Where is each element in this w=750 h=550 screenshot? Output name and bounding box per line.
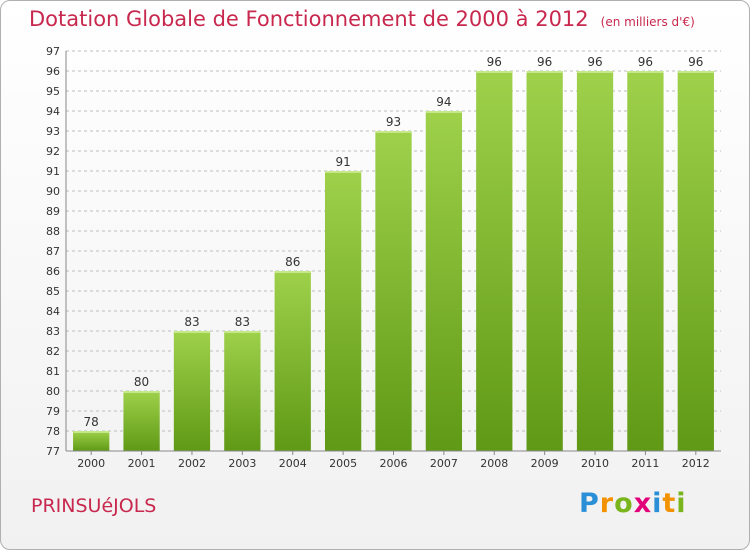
town-name: PRINSUéJOLS (31, 495, 157, 517)
data-label-2011: 96 (638, 55, 653, 69)
y-tick-label: 78 (46, 425, 60, 438)
bar-top-highlight (274, 271, 311, 273)
proxiti-logo: Proxiti (579, 488, 687, 519)
logo-letter: o (614, 488, 634, 519)
bar-2000 (73, 431, 110, 451)
bar-2011 (627, 71, 664, 451)
bar-2012 (677, 71, 714, 451)
logo-letter: i (652, 488, 663, 519)
logo-letter: r (599, 488, 615, 519)
bar-2010 (576, 71, 614, 451)
y-tick-label: 94 (46, 105, 60, 118)
logo-letter: i (676, 488, 687, 519)
bar-2002 (173, 331, 211, 451)
data-label-2001: 80 (134, 375, 149, 389)
bar-top-highlight (375, 131, 412, 133)
bar-2003 (224, 331, 261, 451)
data-label-2010: 96 (587, 55, 602, 69)
x-tick-label: 2011 (631, 457, 659, 470)
data-label-2003: 83 (235, 315, 250, 329)
y-tick-label: 82 (46, 345, 60, 358)
chart-title-text: Dotation Globale de Fonctionnement de 20… (29, 7, 589, 31)
y-tick-label: 97 (46, 45, 60, 58)
bar-top-highlight (425, 111, 463, 113)
y-tick-label: 91 (46, 165, 60, 178)
x-tick-label: 2012 (682, 457, 710, 470)
bar-2008 (476, 71, 513, 451)
y-tick-label: 92 (46, 145, 60, 158)
x-tick-label: 2008 (480, 457, 508, 470)
y-tick-label: 80 (46, 385, 60, 398)
x-tick-label: 2005 (329, 457, 357, 470)
y-tick-label: 83 (46, 325, 60, 338)
bar-2006 (375, 131, 412, 451)
y-tick-label: 95 (46, 85, 60, 98)
y-tick-label: 77 (46, 445, 60, 458)
x-tick-label: 2000 (77, 457, 105, 470)
bar-top-highlight (576, 71, 614, 73)
bar-top-highlight (526, 71, 563, 73)
data-label-2002: 83 (184, 315, 199, 329)
bar-top-highlight (627, 71, 664, 73)
bar-top-highlight (476, 71, 513, 73)
y-tick-label: 89 (46, 205, 60, 218)
y-tick-label: 96 (46, 65, 60, 78)
x-tick-label: 2006 (380, 457, 408, 470)
data-label-2009: 96 (537, 55, 552, 69)
y-tick-label: 88 (46, 225, 60, 238)
x-tick-label: 2007 (430, 457, 458, 470)
x-tick-label: 2003 (228, 457, 256, 470)
x-tick-label: 2004 (279, 457, 307, 470)
y-tick-label: 87 (46, 245, 60, 258)
bar-2009 (526, 71, 563, 451)
bar-top-highlight (173, 331, 211, 333)
data-label-2012: 96 (688, 55, 703, 69)
data-label-2000: 78 (84, 415, 99, 429)
logo-letter: P (579, 488, 600, 519)
data-labels: 78 80 83 83 86 91 93 94 96 96 96 96 96 (84, 55, 704, 429)
y-tick-label: 93 (46, 125, 60, 138)
bar-top-highlight (73, 431, 110, 433)
bar-2001 (123, 391, 160, 451)
data-label-2007: 94 (436, 95, 451, 109)
x-tick-label: 2002 (178, 457, 206, 470)
logo-letter: x (633, 488, 653, 519)
x-tick-label: 2001 (128, 457, 156, 470)
data-label-2006: 93 (386, 115, 401, 129)
y-tick-label: 79 (46, 405, 60, 418)
bars (73, 71, 714, 451)
data-label-2005: 91 (335, 155, 350, 169)
bar-2005 (324, 171, 362, 451)
chart-title: Dotation Globale de Fonctionnement de 20… (29, 7, 695, 31)
logo-letter: t (662, 488, 677, 519)
bar-top-highlight (123, 391, 160, 393)
data-label-2008: 96 (487, 55, 502, 69)
data-label-2004: 86 (285, 255, 300, 269)
y-tick-label: 84 (46, 305, 60, 318)
axes: 77 78 79 80 81 82 83 84 85 86 87 88 89 90 91 92 93 94 95 96… (46, 45, 721, 470)
chart-subtitle: (en milliers d'€) (600, 15, 695, 29)
y-tick-label: 81 (46, 365, 60, 378)
y-tick-label: 85 (46, 285, 60, 298)
bar-top-highlight (324, 171, 362, 173)
x-tick-label: 2010 (581, 457, 609, 470)
y-tick-label: 86 (46, 265, 60, 278)
y-tick-label: 90 (46, 185, 60, 198)
bar-top-highlight (224, 331, 261, 333)
bar-2004 (274, 271, 311, 451)
bar-top-highlight (677, 71, 714, 73)
bar-2007 (425, 111, 463, 451)
x-tick-label: 2009 (531, 457, 559, 470)
